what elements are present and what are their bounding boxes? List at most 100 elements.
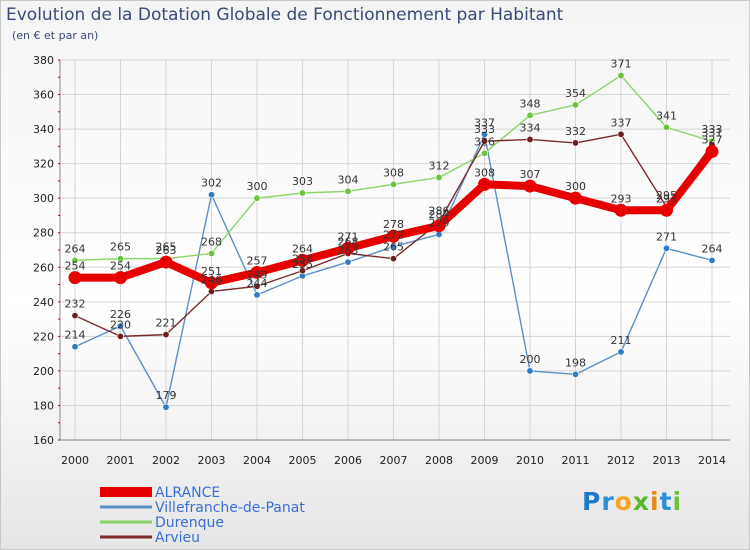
legend: ALRANCEVillefranche-de-PanatDurenqueArvi… — [100, 485, 305, 546]
data-point — [387, 229, 400, 243]
x-tick-label: 2004 — [243, 454, 271, 467]
data-label: 246 — [201, 273, 222, 286]
data-label: 293 — [656, 192, 677, 205]
data-point — [296, 253, 309, 267]
data-point — [389, 255, 397, 263]
data-label: 265 — [110, 241, 131, 254]
x-tick-label: 2000 — [61, 454, 89, 467]
data-point — [117, 332, 125, 340]
data-label: 331 — [702, 127, 723, 140]
data-point — [208, 249, 216, 257]
data-label: 272 — [383, 229, 404, 242]
x-tick-label: 2009 — [471, 454, 499, 467]
y-tick-label: 180 — [33, 399, 54, 412]
x-tick-label: 2008 — [425, 454, 453, 467]
x-tick-label: 2014 — [698, 454, 726, 467]
data-point — [480, 137, 488, 145]
data-label: 264 — [292, 242, 313, 255]
data-label: 300 — [565, 180, 586, 193]
data-point — [617, 348, 625, 356]
y-tick-label: 380 — [33, 54, 54, 67]
x-tick-label: 2013 — [653, 454, 681, 467]
y-tick-label: 240 — [33, 296, 54, 309]
data-label: 279 — [429, 216, 450, 229]
data-label: 308 — [383, 166, 404, 179]
data-label: 211 — [611, 334, 632, 347]
data-label: 255 — [292, 258, 313, 271]
y-tick-label: 200 — [33, 365, 54, 378]
data-label: 334 — [520, 121, 541, 134]
data-point — [253, 194, 261, 202]
data-point — [571, 139, 579, 147]
x-tick-label: 2011 — [562, 454, 590, 467]
x-tick-label: 2006 — [334, 454, 362, 467]
legend-swatch — [100, 487, 152, 497]
data-label: 354 — [565, 87, 586, 100]
data-point — [71, 343, 79, 351]
data-point — [614, 203, 628, 217]
data-point — [162, 403, 170, 411]
data-label: 293 — [611, 192, 632, 205]
data-point — [617, 130, 625, 138]
data-point — [162, 331, 170, 339]
data-label: 337 — [611, 116, 632, 129]
data-label: 271 — [656, 230, 677, 243]
data-point — [205, 276, 218, 290]
data-point — [159, 255, 173, 269]
y-tick-label: 220 — [33, 330, 54, 343]
data-label: 254 — [110, 260, 131, 273]
y-tick-label: 320 — [33, 158, 54, 171]
data-point — [526, 111, 534, 119]
data-label: 251 — [201, 265, 222, 278]
y-tick-label: 340 — [33, 123, 54, 136]
data-label: 249 — [247, 268, 268, 281]
data-point — [344, 258, 352, 266]
x-tick-label: 2001 — [107, 454, 135, 467]
data-label: 303 — [292, 175, 313, 188]
data-label: 268 — [201, 235, 222, 248]
data-point — [341, 241, 355, 255]
x-tick-label: 2002 — [152, 454, 180, 467]
data-label: 254 — [65, 260, 86, 273]
legend-swatch — [100, 535, 152, 539]
data-label: 300 — [247, 180, 268, 193]
y-tick-label: 300 — [33, 192, 54, 205]
data-point — [480, 149, 488, 157]
data-label: 200 — [520, 353, 541, 366]
data-point — [662, 244, 670, 252]
data-label: 302 — [201, 177, 222, 190]
data-point — [705, 145, 719, 159]
legend-label: Arvieu — [155, 530, 200, 546]
legend-label: Durenque — [155, 515, 224, 531]
data-point — [389, 243, 397, 251]
data-label: 284 — [429, 208, 450, 221]
data-labels-layer: 214 226 179 302 244 255 263 272 279 337 200 198 211 2… — [65, 58, 723, 403]
data-label: 244 — [247, 277, 268, 290]
data-point — [708, 256, 716, 264]
data-label: 198 — [565, 356, 586, 369]
chart-title: Evolution de la Dotation Globale de Fonc… — [6, 5, 564, 25]
data-label: 214 — [65, 329, 86, 342]
data-point — [389, 180, 397, 188]
chart-subtitle: (en € et par an) — [12, 29, 98, 42]
data-point — [478, 177, 491, 191]
data-point — [571, 101, 579, 109]
data-label: 307 — [520, 168, 541, 181]
data-label: 341 — [656, 109, 677, 122]
data-label: 221 — [156, 317, 177, 330]
data-label: 286 — [429, 204, 450, 217]
data-point — [71, 312, 79, 320]
legend-swatch — [100, 505, 152, 509]
data-point — [526, 135, 534, 143]
data-label: 304 — [338, 173, 359, 186]
data-label: 265 — [156, 241, 177, 254]
data-label: 232 — [65, 298, 86, 311]
data-label: 337 — [474, 116, 495, 129]
data-point — [114, 271, 127, 285]
data-point — [117, 255, 125, 263]
data-label: 371 — [611, 58, 632, 71]
data-label: 226 — [110, 308, 131, 321]
data-point — [571, 370, 579, 378]
data-label: 271 — [338, 230, 359, 243]
